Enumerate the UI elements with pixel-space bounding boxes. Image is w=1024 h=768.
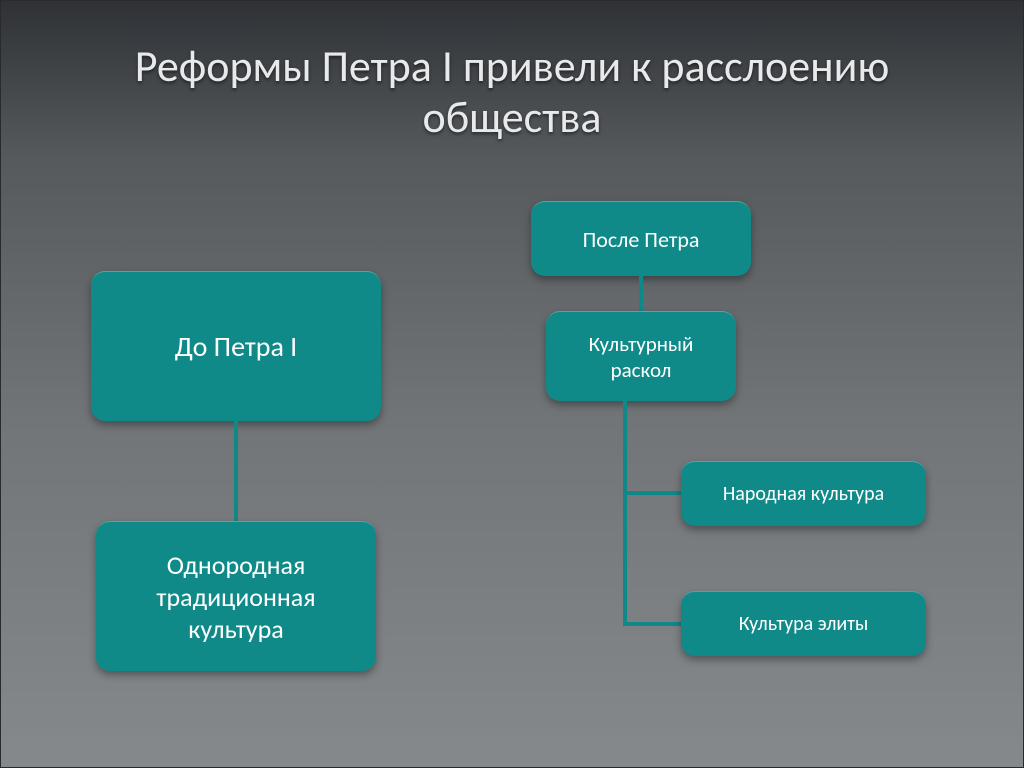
- node-label: Культура элиты: [729, 606, 879, 642]
- edge-after-to-split: [639, 276, 643, 311]
- node-after-peter: После Петра: [531, 201, 751, 276]
- node-elite-culture: Культура элиты: [681, 591, 926, 656]
- node-label: До Петра I: [165, 323, 308, 370]
- edge-to-folk: [623, 491, 681, 495]
- slide: Реформы Петра I привели к расслоению общ…: [0, 0, 1024, 768]
- node-cultural-split: Культурный раскол: [546, 311, 736, 401]
- node-label: Народная культура: [713, 476, 894, 512]
- node-folk-culture: Народная культура: [681, 461, 926, 526]
- node-label: Культурный раскол: [546, 325, 736, 389]
- edge-split-trunk: [623, 401, 627, 626]
- slide-title: Реформы Петра I привели к расслоению общ…: [1, 41, 1023, 142]
- edge-to-elite: [623, 622, 681, 626]
- node-before-peter: До Петра I: [91, 271, 381, 421]
- node-homogeneous-culture: Однородная традиционная культура: [96, 521, 376, 671]
- edge-before-to-homog: [234, 421, 238, 521]
- node-label: После Петра: [573, 220, 710, 259]
- node-label: Однородная традиционная культура: [96, 543, 376, 651]
